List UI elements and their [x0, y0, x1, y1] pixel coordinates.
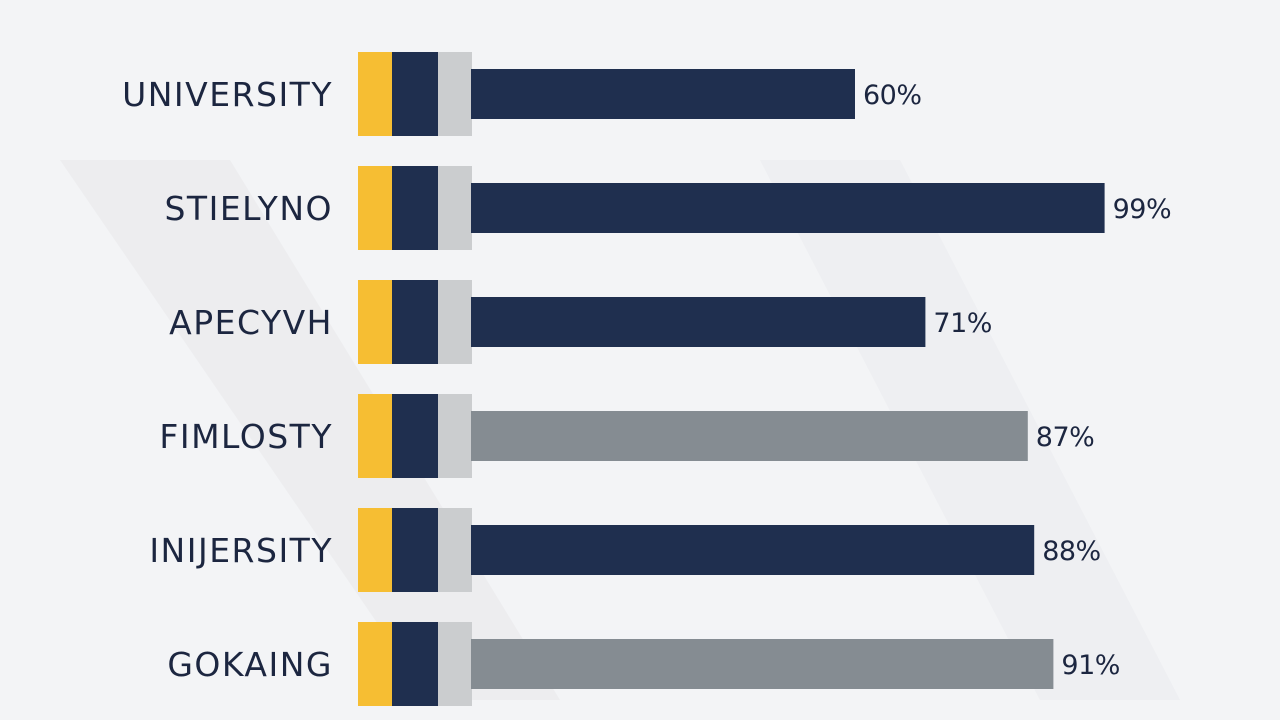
swatch-block — [438, 166, 472, 250]
swatch-block — [358, 394, 392, 478]
swatch-block — [358, 166, 392, 250]
swatch-block — [358, 280, 392, 364]
bar — [471, 69, 855, 119]
category-label: STIELYNO — [164, 189, 333, 228]
bar-row: UNIVERSITY 60% — [122, 52, 922, 136]
value-label: 87% — [1036, 422, 1095, 453]
bar — [471, 525, 1035, 575]
swatch-block — [392, 622, 438, 706]
swatch-block — [392, 508, 438, 592]
bar — [471, 297, 926, 347]
value-label: 88% — [1042, 536, 1101, 567]
swatch-block — [438, 508, 472, 592]
category-label: APECYVH — [169, 303, 333, 342]
category-label: FIMLOSTY — [159, 417, 333, 456]
swatch-block — [438, 622, 472, 706]
swatch-block — [438, 52, 472, 136]
swatch-block — [438, 280, 472, 364]
swatch-block — [358, 52, 392, 136]
swatch-block — [392, 280, 438, 364]
bar — [471, 183, 1105, 233]
swatch-block — [358, 622, 392, 706]
bar-row: STIELYNO 99% — [164, 166, 1172, 250]
swatch-block — [392, 52, 438, 136]
bar — [471, 639, 1054, 689]
value-label: 71% — [933, 308, 992, 339]
swatch-block — [358, 508, 392, 592]
bar-row: GOKAING 91% — [167, 622, 1120, 706]
category-label: UNIVERSITY — [122, 75, 333, 114]
swatch-block — [438, 394, 472, 478]
value-label: 60% — [863, 80, 922, 111]
value-label: 91% — [1061, 650, 1120, 681]
swatch-block — [392, 166, 438, 250]
value-label: 99% — [1113, 194, 1172, 225]
category-label: GOKAING — [167, 645, 333, 684]
bar-row: INIJERSITY 88% — [149, 508, 1101, 592]
bar-row: APECYVH 71% — [169, 280, 992, 364]
swatch-block — [392, 394, 438, 478]
category-label: INIJERSITY — [149, 531, 333, 570]
bar — [471, 411, 1028, 461]
bar-row: FIMLOSTY 87% — [159, 394, 1095, 478]
